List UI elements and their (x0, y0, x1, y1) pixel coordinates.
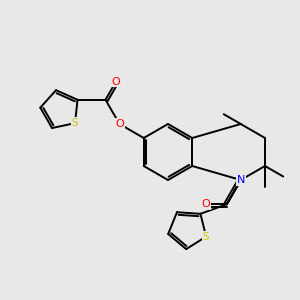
Text: O: O (201, 199, 210, 209)
Text: S: S (203, 232, 209, 242)
Text: N: N (237, 175, 245, 185)
Text: O: O (112, 76, 120, 87)
Text: S: S (72, 118, 78, 128)
Text: O: O (115, 119, 124, 129)
